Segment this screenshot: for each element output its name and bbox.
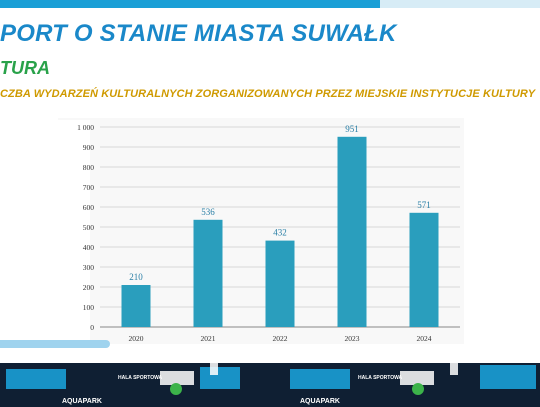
- skyline-label: HALA SPORTOWA: [358, 375, 403, 381]
- y-tick-label: 500: [83, 223, 95, 232]
- bar-2021: [193, 219, 223, 327]
- y-tick-label: 100: [83, 303, 95, 312]
- y-tick-label: 0: [90, 323, 94, 332]
- tree-2: [412, 383, 424, 395]
- header-stripe-cap: [380, 0, 540, 8]
- y-tick-label: 800: [83, 163, 95, 172]
- chart-subtitle: CZBA WYDARZEŃ KULTURALNYCH ZORGANIZOWANY…: [0, 88, 536, 100]
- header-stripe: [0, 0, 540, 8]
- tree-1: [170, 383, 182, 395]
- x-tick-label: 2023: [345, 334, 360, 343]
- city-skyline: AQUAPARK HALA SPORTOWA AQUAPARK HALA SPO…: [0, 357, 540, 407]
- data-label: 951: [345, 124, 359, 134]
- skyline-label: HALA SPORTOWA: [118, 375, 163, 381]
- town-hall-facade-1: [160, 371, 194, 385]
- y-tick-label: 700: [83, 183, 95, 192]
- data-label: 571: [417, 200, 431, 210]
- data-labels: 210 536 432 951 571: [129, 124, 431, 282]
- y-tick-label: 900: [83, 143, 95, 152]
- building-glass-2: [200, 367, 240, 389]
- data-label: 536: [201, 207, 215, 217]
- data-label: 210: [129, 272, 143, 282]
- skyline-label: AQUAPARK: [300, 398, 340, 405]
- data-label: 432: [273, 228, 287, 238]
- left-margin-panel: [0, 120, 90, 350]
- y-tick-label: 300: [83, 263, 95, 272]
- x-tick-label: 2024: [417, 334, 432, 343]
- y-tick-label: 400: [83, 243, 95, 252]
- building-glass-1: [480, 365, 536, 389]
- town-hall-tower-1: [210, 357, 218, 375]
- town-hall-facade-2: [400, 371, 434, 385]
- bar-2024: [409, 212, 439, 327]
- aquapark-glass-2: [290, 369, 350, 389]
- y-axis-ticks: 0 100 200 300 400 500 600 700 800 900 1 000: [77, 123, 94, 332]
- x-tick-label: 2020: [129, 334, 144, 343]
- bar-2023: [337, 136, 367, 327]
- aquapark-glass-1: [6, 369, 66, 389]
- chart-bars: [121, 136, 439, 327]
- bar-2020: [121, 285, 151, 327]
- x-axis-ticks: 2020 2021 2022 2023 2024: [129, 334, 432, 343]
- y-tick-label: 200: [83, 283, 95, 292]
- skyline-label: AQUAPARK: [62, 398, 102, 405]
- x-tick-label: 2022: [273, 334, 288, 343]
- x-tick-label: 2021: [201, 334, 216, 343]
- y-tick-label: 1 000: [77, 123, 94, 132]
- y-tick-label: 600: [83, 203, 95, 212]
- town-hall-tower-2: [450, 357, 458, 375]
- report-title: PORT O STANIE MIASTA SUWAŁK: [0, 20, 397, 47]
- blue-swoosh: [0, 340, 110, 348]
- bar-2022: [265, 240, 295, 327]
- section-title: TURA: [0, 58, 50, 78]
